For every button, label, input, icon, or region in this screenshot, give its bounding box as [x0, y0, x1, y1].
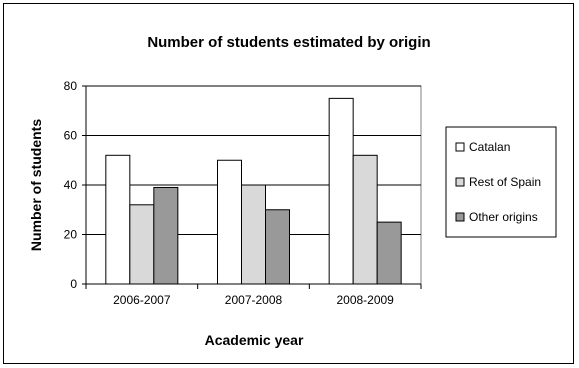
legend-label: Other origins [469, 210, 538, 224]
legend-swatch [455, 142, 465, 152]
y-axis-title: Number of students [28, 119, 44, 251]
x-tick-label: 2008-2009 [336, 293, 394, 307]
bar-rest-of-spain [129, 204, 155, 285]
x-tick-label: 2007-2008 [225, 293, 283, 307]
legend: Catalan Rest of Spain Other origins [445, 126, 557, 238]
y-tick-label: 60 [64, 129, 78, 143]
y-tick-label: 0 [70, 277, 77, 291]
y-tick-label: 80 [64, 79, 78, 93]
legend-label: Catalan [469, 140, 510, 154]
x-tick-label: 2006-2007 [113, 293, 171, 307]
y-tick-label: 20 [64, 228, 78, 242]
y-tick-label: 40 [64, 178, 78, 192]
chart-title: Number of students estimated by origin [147, 34, 430, 51]
legend-swatch [455, 212, 465, 222]
legend-label: Rest of Spain [469, 175, 541, 189]
bar-rest-of-spain [241, 184, 266, 285]
bar-rest-of-spain [352, 154, 378, 285]
bar-catalan [328, 97, 354, 285]
bar-other-origins [376, 221, 402, 285]
bar-catalan [217, 159, 242, 285]
y-axis-ticks: 0 20 40 60 80 [64, 79, 86, 291]
bar-other-origins [265, 209, 290, 285]
legend-swatch [455, 177, 465, 187]
bars [105, 97, 402, 285]
bar-other-origins [153, 186, 179, 285]
bar-catalan [105, 154, 131, 285]
x-axis-ticks: 2006-2007 2007-2008 2008-2009 [85, 284, 422, 307]
x-axis-title: Academic year [205, 332, 304, 348]
